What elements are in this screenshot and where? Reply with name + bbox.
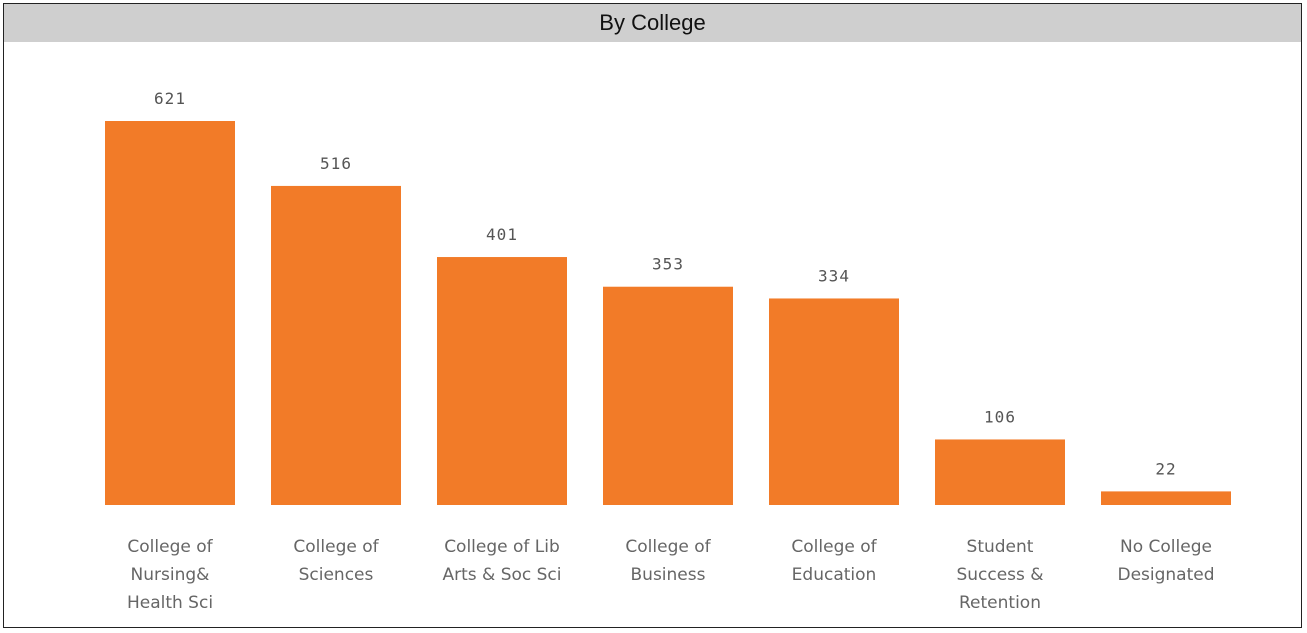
bar-2 bbox=[437, 257, 567, 505]
data-label-1: 516 bbox=[320, 154, 352, 173]
data-label-2: 401 bbox=[486, 225, 518, 244]
bar-4 bbox=[769, 298, 899, 505]
category-label-1: College of Sciences bbox=[293, 537, 379, 585]
bar-3 bbox=[603, 286, 733, 505]
bar-5 bbox=[935, 439, 1065, 505]
data-label-5: 106 bbox=[984, 407, 1016, 426]
category-label-5: Student Success & Retention bbox=[956, 537, 1043, 613]
category-label-3: College of Business bbox=[625, 537, 711, 585]
bar-1 bbox=[271, 185, 401, 505]
data-label-3: 353 bbox=[652, 255, 684, 274]
chart-title: By College bbox=[4, 4, 1301, 42]
bar-chart: 621 College of Nursing& Health Sci 516 Colleg… bbox=[105, 89, 1231, 613]
data-label-4: 334 bbox=[818, 266, 850, 285]
category-label-0: College of Nursing& Health Sci bbox=[127, 537, 214, 613]
bar-0 bbox=[105, 121, 235, 505]
category-label-2: College of Lib Arts & Soc Sci bbox=[442, 537, 561, 585]
data-label-6: 22 bbox=[1155, 459, 1176, 478]
bar-6 bbox=[1101, 491, 1231, 505]
data-label-0: 621 bbox=[154, 89, 186, 108]
category-label-4: College of Education bbox=[791, 537, 877, 585]
category-label-6: No College Designated bbox=[1117, 537, 1214, 585]
chart-frame: By College 621 College of Nursing& Health S… bbox=[3, 3, 1302, 628]
